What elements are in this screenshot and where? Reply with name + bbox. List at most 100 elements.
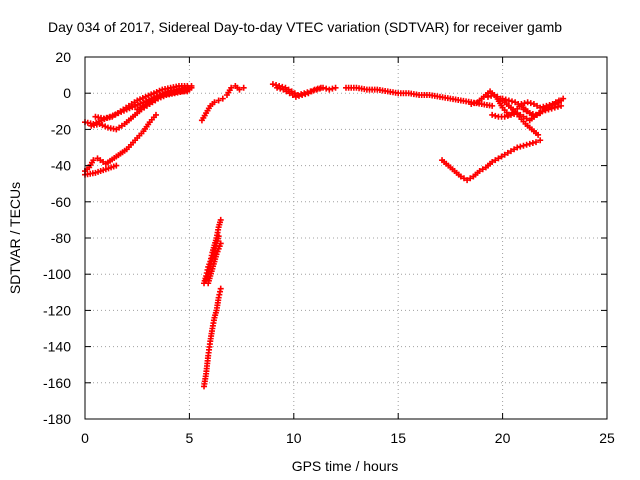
x-tick-label: 25 [599,430,615,446]
data-point-marker [217,285,224,292]
data-point-marker [539,108,546,115]
data-point-marker [471,100,478,107]
data-point-marker [317,84,324,91]
data-point-marker [511,146,518,153]
series-track-morning-lower-b [82,162,120,178]
data-point-marker [520,142,527,149]
series-track-dusk-arc [439,137,544,184]
data-series-group [82,81,567,390]
data-point-marker [113,162,120,169]
data-point-marker [217,216,224,223]
data-point-marker [542,106,549,113]
data-point-marker [467,175,474,182]
series-track-plunge-c [205,240,224,287]
y-tick-label: -80 [51,230,71,246]
data-point-marker [468,101,475,108]
x-tick-label: 20 [495,430,511,446]
data-point-marker [507,111,514,118]
y-tick-label: -180 [43,411,71,427]
data-point-marker [501,151,508,158]
data-point-marker [488,92,495,99]
series-track-afternoon [343,84,496,109]
y-tick-label: -160 [43,375,71,391]
data-point-marker [505,97,512,104]
data-point-marker [489,102,496,109]
data-point-marker [507,148,514,155]
data-point-marker [90,157,97,164]
data-point-marker [311,86,318,93]
data-point-marker [240,84,247,91]
data-point-marker [476,168,483,175]
data-point-marker [501,113,508,120]
data-point-marker [504,112,511,119]
data-point-marker [526,140,533,147]
data-point-marker [492,157,499,164]
data-point-marker [520,106,527,113]
data-point-marker [530,101,537,108]
data-point-marker [558,102,565,109]
y-axis-label: SDTVAR / TECUs [7,182,23,294]
data-point-marker [332,84,339,91]
data-point-marker [521,100,528,107]
data-point-marker [289,92,296,99]
x-axis-label: GPS time / hours [292,458,399,474]
data-point-marker [534,102,541,109]
data-point-marker [274,84,281,91]
data-point-marker [523,141,530,148]
data-point-marker [492,112,499,119]
y-tick-label: -20 [51,121,71,137]
data-point-marker [280,86,287,93]
data-point-marker [524,99,531,106]
data-point-marker [219,95,226,102]
data-point-marker [537,104,544,111]
data-point-marker [515,101,522,108]
data-point-marker [236,86,243,93]
data-point-marker [314,85,321,92]
series-track-plunge-d [201,285,224,390]
data-point-marker [292,93,299,100]
data-point-marker [464,177,471,184]
data-point-marker [535,131,542,138]
data-point-marker [551,101,558,108]
data-point-marker [537,137,544,144]
data-point-marker [495,155,502,162]
data-point-marker [536,110,543,117]
data-point-marker [523,115,530,122]
x-tick-label: 10 [286,430,302,446]
data-point-marker [188,82,195,89]
x-tick-label: 15 [390,430,406,446]
data-point-marker [277,85,284,92]
data-point-marker [527,100,534,107]
data-point-marker [504,149,511,156]
data-point-marker [152,111,159,118]
data-point-marker [494,93,501,100]
data-point-marker [283,88,290,95]
data-point-marker [299,92,306,99]
data-point-marker [457,173,464,180]
data-point-marker [558,97,565,104]
data-point-marker [545,104,552,111]
data-point-marker [286,90,293,97]
data-point-marker [215,233,222,240]
data-point-marker [512,99,519,106]
y-tick-label: -140 [43,339,71,355]
data-point-marker [460,175,467,182]
data-point-marker [329,85,336,92]
data-point-marker [326,86,333,93]
series-track-morning-upper-d [134,88,191,113]
data-point-marker [491,92,498,99]
data-point-marker [514,144,521,151]
data-point-marker [489,158,496,165]
y-tick-label: -40 [51,158,71,174]
data-point-marker [533,139,540,146]
data-point-marker [533,111,540,118]
data-point-marker [184,88,191,95]
x-tick-labels: 0 5 10 15 20 25 [81,430,615,446]
data-point-marker [305,90,312,97]
y-tick-label: -100 [43,266,71,282]
data-point-marker [228,84,235,91]
series-track-evening-d [484,92,542,138]
data-point-marker [517,143,524,150]
data-point-marker [526,110,533,117]
